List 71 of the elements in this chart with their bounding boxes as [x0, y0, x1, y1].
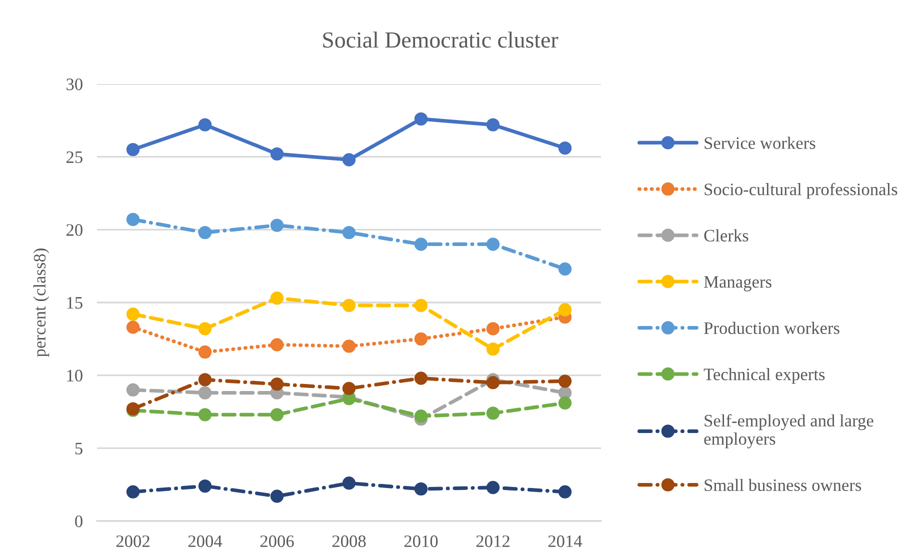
- point: [558, 485, 572, 498]
- point: [198, 479, 212, 493]
- point: [270, 377, 284, 391]
- point: [198, 226, 212, 240]
- point: [270, 338, 284, 352]
- point: [486, 376, 500, 390]
- point: [486, 342, 500, 356]
- point: [126, 308, 140, 321]
- x-tick-label: 2014: [548, 535, 582, 548]
- point: [126, 485, 140, 498]
- point: [270, 292, 284, 305]
- point: [414, 372, 428, 385]
- point: [126, 320, 140, 334]
- legend-label: Technical experts: [704, 368, 825, 384]
- point: [558, 262, 572, 276]
- x-tick-label: 2006: [260, 535, 294, 548]
- legend-label: Small business owners: [704, 478, 862, 492]
- y-tick-label: 30: [66, 78, 82, 90]
- point: [198, 373, 212, 386]
- legend-label: Clerks: [704, 229, 748, 242]
- point: [486, 480, 500, 494]
- point: [558, 396, 572, 410]
- point: [414, 298, 428, 312]
- y-tick-label: 5: [75, 442, 82, 454]
- point: [342, 476, 356, 490]
- legend-label: Socio-cultural professionals: [704, 182, 898, 199]
- point: [414, 482, 428, 496]
- point: [198, 345, 212, 359]
- legend-label: Service workers: [704, 136, 816, 149]
- point: [486, 118, 500, 132]
- point: [270, 218, 284, 232]
- x-tick-label: 2002: [116, 535, 150, 548]
- point: [486, 322, 500, 336]
- point: [414, 410, 428, 423]
- point: [558, 303, 572, 316]
- point: [342, 340, 356, 353]
- point: [414, 238, 428, 251]
- y-axis-title: percent (class8): [33, 248, 50, 357]
- point: [126, 383, 140, 396]
- x-tick-label: 2010: [404, 535, 438, 548]
- point: [270, 147, 284, 161]
- point: [342, 226, 356, 240]
- point: [198, 118, 212, 132]
- point: [126, 142, 140, 156]
- point: [342, 382, 356, 396]
- point: [414, 332, 428, 346]
- x-tick-label: 2008: [332, 535, 366, 548]
- point: [558, 374, 572, 388]
- point: [198, 322, 212, 336]
- chart-title: Social Democratic cluster: [323, 32, 558, 48]
- legend-label: Production workers: [704, 322, 840, 334]
- legend-label: Self-employed and large employers: [704, 414, 874, 448]
- point: [486, 406, 500, 420]
- point: [198, 408, 212, 422]
- point: [270, 490, 284, 503]
- point: [270, 408, 284, 422]
- legend-label: Managers: [704, 276, 772, 292]
- y-tick-label: 10: [67, 370, 82, 382]
- point: [342, 298, 356, 312]
- point: [198, 386, 212, 400]
- y-tick-label: 0: [75, 515, 82, 528]
- point: [342, 153, 356, 166]
- point: [126, 212, 140, 226]
- point: [414, 112, 428, 126]
- point: [558, 141, 572, 155]
- y-tick-label: 25: [66, 151, 82, 164]
- x-tick-label: 2004: [188, 535, 222, 548]
- y-tick-label: 15: [67, 297, 82, 309]
- point: [486, 238, 500, 251]
- y-tick-label: 20: [66, 224, 82, 236]
- x-tick-label: 2012: [476, 535, 510, 548]
